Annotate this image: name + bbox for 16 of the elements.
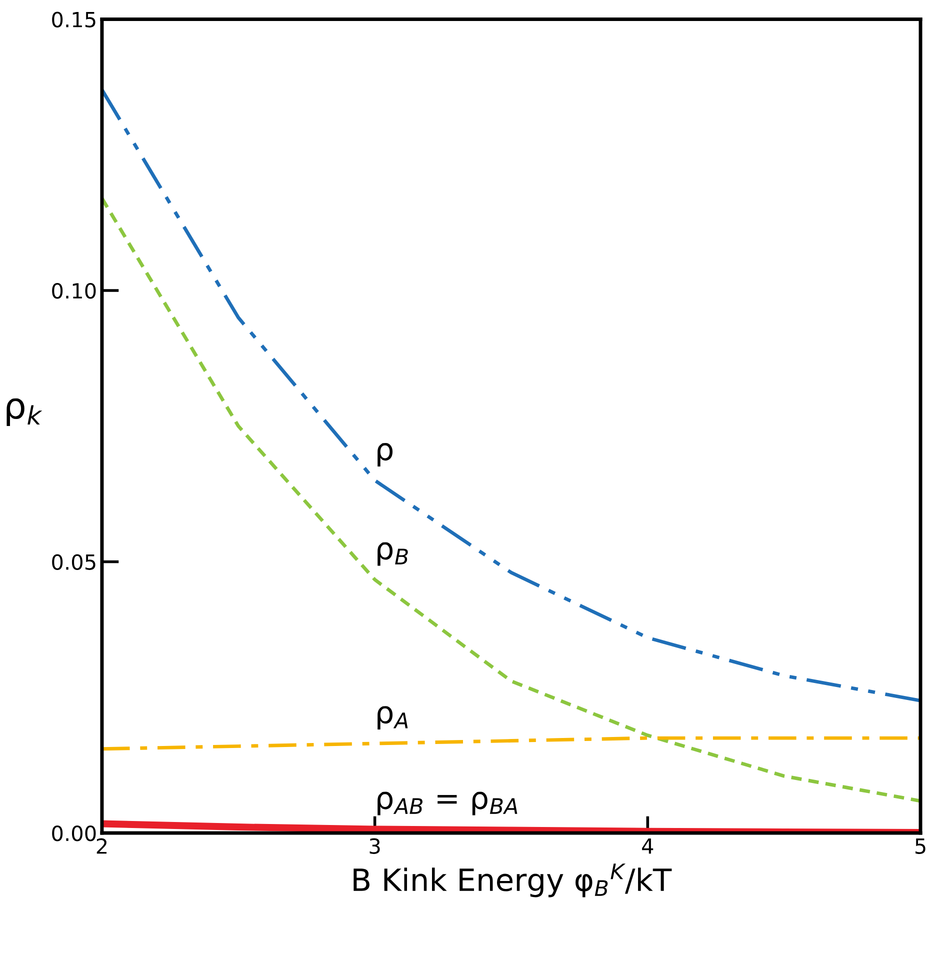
series-label: ρ$_{AB}$ = ρ$_{BA}$ <box>378 792 518 816</box>
x-tick-label: 4 <box>642 838 654 854</box>
y-tick-label: 0.10 <box>52 282 96 299</box>
x-tick-label: 5 <box>915 838 926 854</box>
y-axis-title: ρ$_{k}$ <box>6 398 42 426</box>
y-tick-label: 0.00 <box>52 825 96 842</box>
series-label: ρ$_{A}$ <box>378 706 408 730</box>
x-tick-label: 2 <box>96 838 107 854</box>
line-series <box>102 736 921 751</box>
line-series <box>102 88 921 702</box>
y-tick-label: 0.05 <box>52 554 96 570</box>
x-tick-label: 3 <box>370 838 380 854</box>
x-axis-title: B Kink Energy φ$_{B}$$^{K}$/kT <box>354 864 672 898</box>
y-tick-label: 0.15 <box>52 12 96 28</box>
series-label: ρ <box>378 443 393 466</box>
series-label: ρ$_{B}$ <box>378 542 408 566</box>
